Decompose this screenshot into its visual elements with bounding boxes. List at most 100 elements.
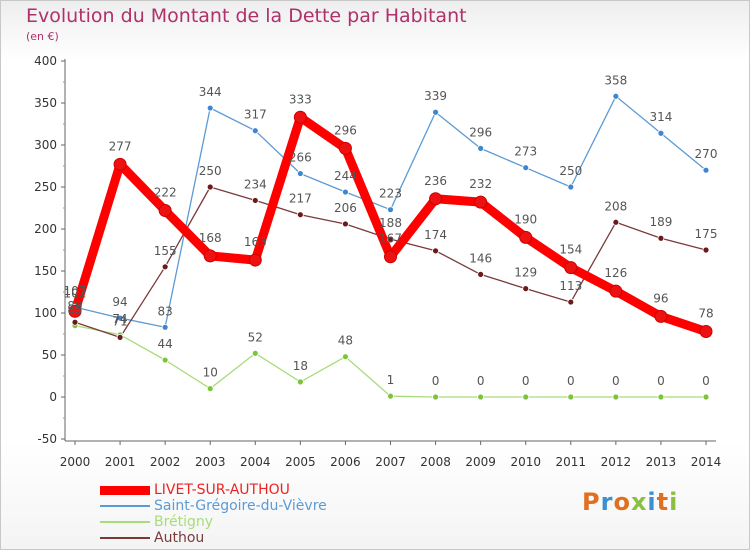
x-tick-label: 2008 [420, 455, 451, 469]
data-point [702, 393, 710, 401]
logo-letter: P [582, 488, 601, 516]
logo-letter: t [656, 488, 670, 516]
data-label: 78 [698, 306, 713, 320]
legend-label: LIVET-SUR-AUTHOU [154, 482, 290, 498]
data-label: 0 [612, 374, 620, 388]
x-tick-label: 2006 [330, 455, 361, 469]
data-label: 344 [199, 85, 222, 99]
data-label: 163 [244, 235, 267, 249]
data-label: 0 [477, 374, 485, 388]
data-point [248, 253, 262, 267]
data-point [654, 309, 668, 323]
data-label: 317 [244, 108, 267, 122]
y-tick-label: 0 [49, 390, 57, 404]
data-point [296, 170, 304, 177]
data-point [251, 127, 259, 135]
data-label: 52 [248, 330, 263, 344]
data-label: 296 [469, 125, 492, 139]
data-point [384, 250, 397, 264]
data-point [387, 392, 394, 400]
x-tick-label: 2010 [510, 455, 541, 469]
data-point [522, 393, 530, 401]
data-point [519, 230, 533, 244]
data-label: 107 [64, 284, 87, 298]
data-label: 0 [522, 374, 530, 388]
legend-label: Brétigny [154, 514, 214, 530]
data-point [432, 108, 439, 116]
legend-label: Authou [154, 530, 205, 546]
logo-letter: x [630, 488, 648, 516]
data-label: 102 [64, 286, 87, 300]
data-label: 266 [289, 151, 312, 165]
data-point [522, 285, 530, 293]
data-label: 74 [112, 312, 127, 326]
x-tick-label: 2004 [240, 455, 271, 469]
data-label: 89 [67, 299, 82, 313]
y-tick-label: 150 [34, 264, 57, 278]
data-label: 175 [695, 227, 718, 241]
data-point [206, 104, 214, 112]
y-tick-label: 300 [34, 138, 57, 152]
data-label: 339 [424, 89, 447, 103]
y-tick-label: 350 [34, 96, 57, 110]
data-point [657, 234, 665, 242]
data-point [203, 249, 217, 263]
data-point [387, 206, 394, 214]
data-point [206, 183, 214, 191]
data-point [564, 261, 578, 275]
data-label: 96 [653, 291, 668, 305]
data-point [116, 314, 124, 322]
data-labels: 107 94 83 344 317 266 244 223 339 296 273 250 358 314… [64, 73, 718, 388]
chart-title: Evolution du Montant de la Dette par Hab… [26, 5, 467, 27]
x-tick-label: 2003 [195, 455, 226, 469]
x-tick-label: 2014 [691, 455, 722, 469]
data-label: 250 [199, 164, 222, 178]
legend-swatch [100, 505, 150, 507]
data-label: 277 [109, 139, 132, 153]
data-label: 0 [702, 374, 710, 388]
data-label: 71 [112, 314, 127, 328]
logo-letter: i [647, 488, 657, 516]
data-label: 85 [67, 303, 82, 317]
data-point [387, 235, 394, 243]
data-label: 206 [334, 201, 357, 215]
data-label: 232 [469, 177, 492, 191]
data-point [612, 393, 620, 401]
data-point [342, 188, 349, 196]
y-tick-label: 400 [34, 54, 57, 68]
legend-swatch [100, 485, 150, 495]
data-label: 167 [379, 232, 402, 246]
y-tick-label: 50 [42, 348, 57, 362]
y-axis-unit: (en €) [26, 30, 59, 43]
x-tick-label: 2013 [646, 455, 677, 469]
data-point [293, 110, 307, 124]
data-label: 0 [567, 374, 575, 388]
data-label: 250 [559, 164, 582, 178]
x-tick-label: 2007 [375, 455, 406, 469]
data-point [474, 195, 488, 209]
data-label: 222 [154, 186, 177, 200]
data-point [609, 284, 623, 298]
data-label: 129 [514, 266, 537, 280]
data-point [657, 393, 665, 401]
data-label: 244 [334, 169, 357, 183]
data-label: 154 [559, 243, 582, 257]
data-point [113, 157, 127, 171]
logo-letter: r [600, 488, 614, 516]
data-label: 168 [199, 231, 222, 245]
data-label: 48 [338, 334, 353, 348]
x-tick-label: 2002 [150, 455, 181, 469]
data-point [296, 378, 304, 386]
data-label: 44 [158, 337, 173, 351]
data-point [158, 204, 172, 218]
data-point [116, 333, 124, 341]
series-points [68, 92, 713, 401]
data-point [429, 192, 443, 206]
data-point [477, 270, 485, 278]
data-label: 1 [387, 373, 395, 387]
data-point [612, 92, 620, 100]
data-label: 189 [649, 215, 672, 229]
